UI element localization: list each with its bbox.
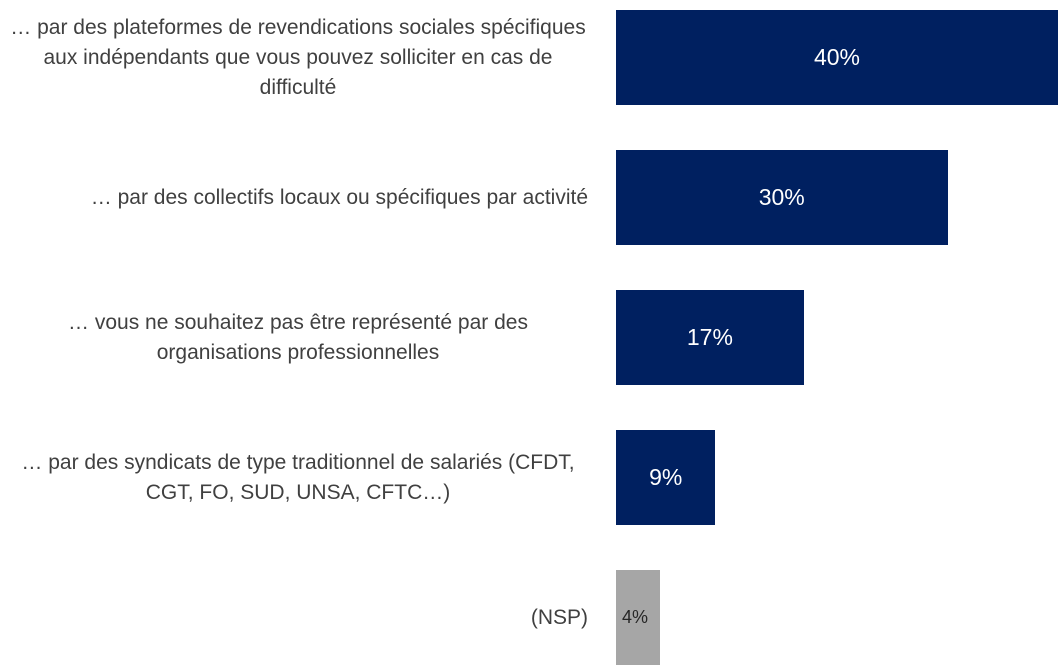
value-label: 4%	[622, 607, 649, 627]
category-label-box: (NSP)	[8, 570, 588, 665]
bar: 17%	[616, 290, 804, 385]
category-label: … par des collectifs locaux ou spécifiqu…	[90, 185, 588, 209]
bar-row: … par des plateformes de revendications …	[0, 10, 1058, 105]
bar: 40%	[616, 10, 1058, 105]
category-label-box: … par des collectifs locaux ou spécifiqu…	[8, 150, 588, 245]
bar-row: … par des syndicats de type traditionnel…	[0, 430, 1058, 525]
value-label: 30%	[758, 184, 805, 210]
category-label-box: … vous ne souhaitez pas être représenté …	[8, 290, 588, 385]
category-label: … vous ne souhaitez pas être représenté …	[68, 310, 528, 364]
value-label: 9%	[649, 464, 683, 490]
category-label: … par des plateformes de revendications …	[10, 15, 586, 99]
category-label: (NSP)	[530, 605, 588, 629]
value-label: 17%	[686, 324, 733, 350]
bar: 9%	[616, 430, 716, 525]
category-label: … par des syndicats de type traditionnel…	[21, 450, 575, 504]
bar-row: … par des collectifs locaux ou spécifiqu…	[0, 150, 1058, 245]
bar-row: … vous ne souhaitez pas être représenté …	[0, 290, 1058, 385]
bar-row: (NSP) 4%	[0, 570, 1058, 665]
category-label-box: … par des plateformes de revendications …	[8, 10, 588, 105]
category-label-box: … par des syndicats de type traditionnel…	[8, 430, 588, 525]
value-label: 40%	[813, 44, 861, 70]
bar: 4%	[616, 570, 661, 665]
bar: 30%	[616, 150, 948, 245]
